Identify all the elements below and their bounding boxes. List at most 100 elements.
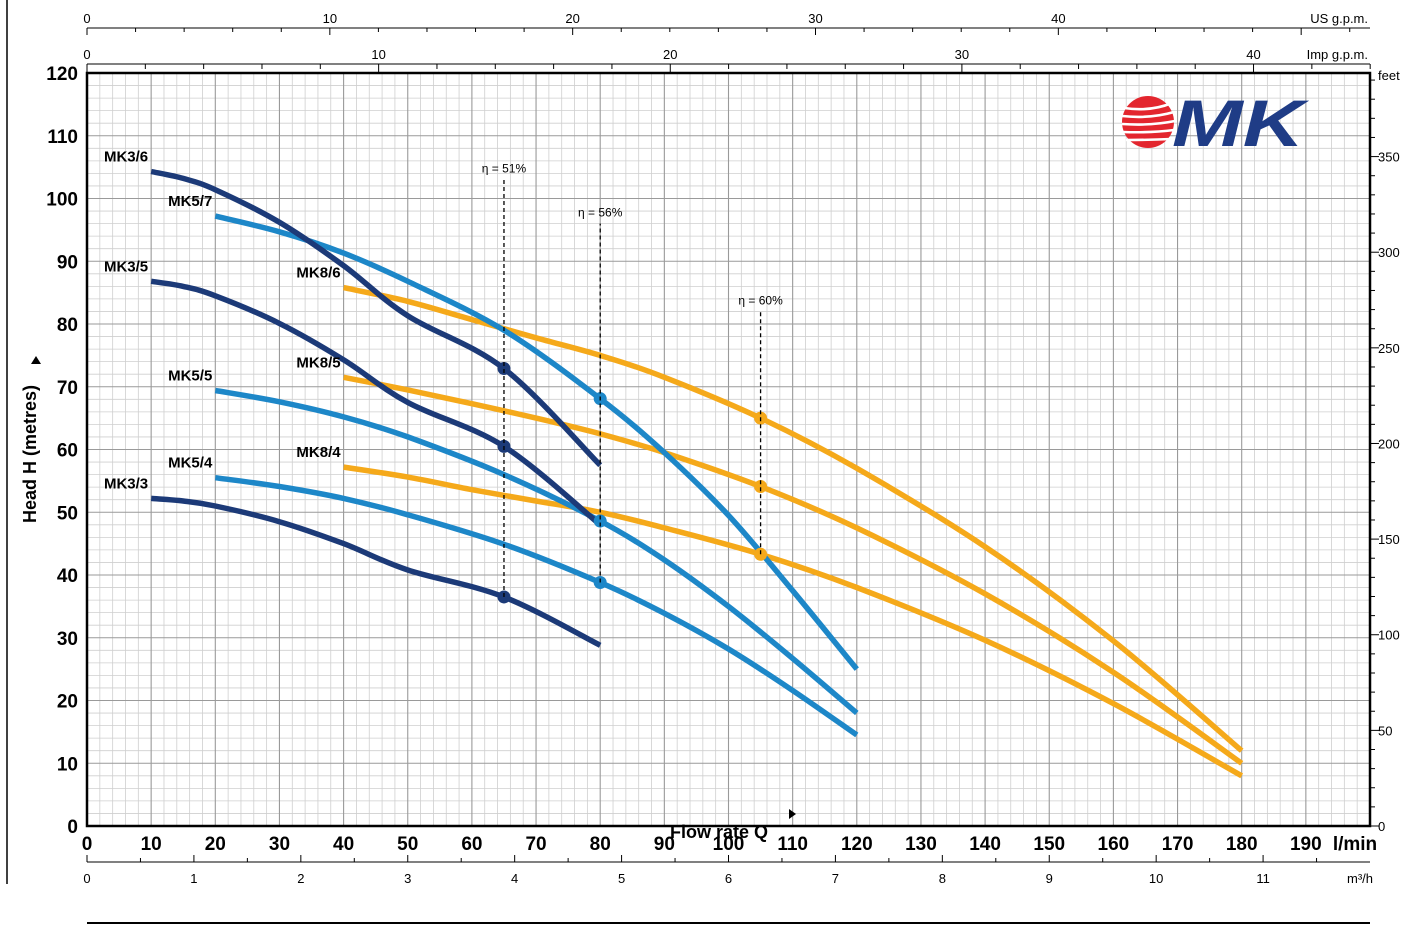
- m3h-tick-label: 5: [618, 871, 625, 886]
- x-unit-label: l/min: [1333, 834, 1377, 855]
- us-gpm-tick-label: 20: [565, 11, 579, 26]
- y-tick-label: 30: [57, 629, 78, 650]
- m3h-tick-label: 11: [1256, 871, 1270, 886]
- efficiency-label: η = 60%: [738, 293, 783, 307]
- x-axis-arrow-icon: [789, 809, 796, 819]
- curve-label: MK8/4: [296, 444, 341, 461]
- curve-label: MK3/6: [104, 149, 148, 166]
- m3h-tick-label: 1: [190, 871, 197, 886]
- y-tick-label: 40: [57, 566, 78, 587]
- plot-frame: [85, 71, 1372, 828]
- y-tick-label: 20: [57, 692, 78, 713]
- efficiency-label: η = 51%: [482, 162, 527, 176]
- m3h-tick-label: 6: [725, 871, 732, 886]
- m3h-unit-label: m³/h: [1347, 871, 1373, 886]
- y-axis-arrow-icon: [31, 356, 41, 364]
- curve-label: MK5/5: [168, 368, 212, 385]
- m3h-tick-label: 0: [83, 871, 90, 886]
- y-tick-label: 50: [57, 503, 78, 524]
- curve-mk8-4: [343, 464, 1244, 779]
- curve-mk5-4: [214, 474, 859, 738]
- feet-tick-label: 150: [1378, 532, 1400, 547]
- feet-tick-label: 200: [1378, 436, 1400, 451]
- curve-labels: MK8/6 MK8/5 MK8/4 MK5/7 MK5/5 MK5/4 MK3/6 MK3/5…: [104, 149, 341, 493]
- x-tick-label: 70: [525, 834, 546, 855]
- curve-mk5-5: [214, 387, 859, 716]
- x-tick-label: 10: [141, 834, 162, 855]
- m3h-tick-label: 7: [832, 871, 839, 886]
- x-tick-label: 190: [1290, 834, 1322, 855]
- imp-gpm-tick-label: 0: [83, 47, 90, 62]
- efficiency-label: η = 56%: [578, 206, 623, 220]
- imp-gpm-tick-label: 30: [955, 47, 969, 62]
- duty-point-mk3-6: [497, 362, 511, 376]
- curve-label: MK8/6: [296, 265, 340, 282]
- duty-point-mk5-5: [593, 514, 607, 528]
- x-axis-title: Flow rate Q: [670, 822, 768, 842]
- x-tick-label: 60: [461, 834, 482, 855]
- x-tick-label: 110: [777, 834, 808, 855]
- y-tick-label: 60: [57, 441, 78, 462]
- x-tick-label: 20: [205, 834, 226, 855]
- x-tick-label: 100: [713, 834, 745, 855]
- x-tick-label: 160: [1098, 834, 1130, 855]
- x-tick-label: 180: [1226, 834, 1258, 855]
- m3h-tick-label: 9: [1046, 871, 1053, 886]
- x-tick-label: 0: [82, 834, 93, 855]
- feet-tick-label: 50: [1378, 723, 1392, 738]
- x-tick-label: 140: [969, 834, 1001, 855]
- feet-tick-label: 250: [1378, 341, 1400, 356]
- us-gpm-tick-label: 10: [323, 11, 337, 26]
- y-tick-label: 0: [67, 817, 78, 838]
- m3h-tick-label: 8: [939, 871, 946, 886]
- us-gpm-tick-label: 40: [1051, 11, 1065, 26]
- y-tick-label: 100: [46, 190, 78, 211]
- y-tick-label: 110: [47, 127, 78, 148]
- curve-label: MK8/5: [296, 354, 340, 371]
- y-tick-label: 120: [46, 64, 78, 85]
- feet-tick-label: 300: [1378, 245, 1400, 260]
- mk-logo: MK: [1121, 86, 1310, 160]
- x-tick-label: 90: [654, 834, 675, 855]
- feet-tick-label: 350: [1378, 150, 1400, 165]
- logo-text: MK: [1172, 86, 1310, 160]
- curve-mk3-3: [150, 495, 602, 648]
- us-gpm-tick-label: 0: [83, 11, 90, 26]
- x-tick-label: 80: [590, 834, 611, 855]
- axes: 0 10 20 30 40 50 60 70 80 90 100 110 120 130 140 150 160…: [46, 11, 1400, 886]
- m3h-tick-label: 4: [511, 871, 518, 886]
- m3h-tick-label: 2: [297, 871, 304, 886]
- us-gpm-unit-label: US g.p.m.: [1310, 11, 1368, 26]
- x-tick-label: 50: [397, 834, 418, 855]
- curve-label: MK3/5: [104, 258, 148, 275]
- curve-label: MK5/4: [168, 455, 213, 472]
- imp-gpm-tick-label: 10: [371, 47, 385, 62]
- duty-point-mk8-5: [754, 480, 768, 494]
- efficiency-annotations: η = 51% η = 56% η = 60%: [482, 162, 783, 597]
- imp-gpm-tick-label: 20: [663, 47, 677, 62]
- curve-mk8-5: [343, 374, 1244, 766]
- y-axis-title: Head H (metres): [20, 385, 40, 523]
- imp-gpm-tick-label: 40: [1246, 47, 1260, 62]
- x-tick-label: 150: [1033, 834, 1065, 855]
- feet-unit-label: feet: [1378, 68, 1400, 83]
- logo-disc-stripes: [1121, 101, 1176, 142]
- x-tick-label: 130: [905, 834, 937, 855]
- m3h-tick-label: 3: [404, 871, 411, 886]
- x-tick-label: 40: [333, 834, 354, 855]
- m3h-tick-label: 10: [1149, 871, 1163, 886]
- curve-mk8-6: [343, 284, 1244, 753]
- x-tick-label: 30: [269, 834, 290, 855]
- performance-curves: [150, 168, 1244, 779]
- y-tick-label: 10: [57, 754, 78, 775]
- curve-mk5-7: [214, 213, 859, 671]
- imp-gpm-unit-label: Imp g.p.m.: [1307, 47, 1368, 62]
- us-gpm-tick-label: 30: [808, 11, 822, 26]
- x-tick-label: 170: [1162, 834, 1194, 855]
- y-tick-label: 90: [57, 252, 78, 273]
- feet-tick-label: 100: [1378, 628, 1400, 643]
- feet-tick-label: 0: [1378, 819, 1385, 834]
- curve-label: MK5/7: [168, 193, 212, 210]
- y-tick-label: 80: [57, 315, 78, 336]
